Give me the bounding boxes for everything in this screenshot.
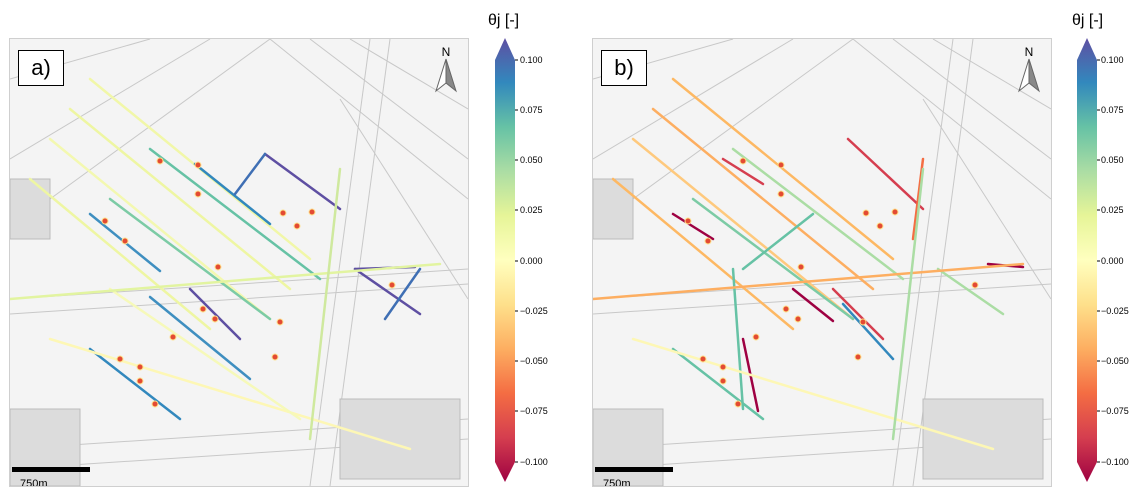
tick-label: −0.025 <box>520 306 548 316</box>
colorbar-gradient-a <box>495 38 518 482</box>
scale-bar-a <box>12 467 90 472</box>
north-arrow-icon <box>435 58 457 93</box>
monitoring-points-b <box>684 157 979 408</box>
panel-label-a: a) <box>18 50 64 86</box>
colorbar-b: θj [-] 0.100 0.075 0.050 0.025 0.000 −0.… <box>1068 0 1132 485</box>
colorbar-gradient-b <box>1077 38 1100 482</box>
panel-label-b: b) <box>601 50 647 86</box>
scale-text-b: 750m <box>603 478 631 487</box>
background-buildings <box>593 178 1044 486</box>
scale-bar-b <box>595 467 673 472</box>
map-drawing-b <box>593 39 1051 486</box>
tick-label: −0.075 <box>1101 406 1129 416</box>
tick-label: 0.075 <box>520 105 543 115</box>
tick-label: 0.000 <box>1101 256 1124 266</box>
tick-label: −0.025 <box>1101 306 1129 316</box>
monitoring-points-a <box>101 157 396 408</box>
tick-label: −0.050 <box>520 356 548 366</box>
north-letter-b: N <box>1024 45 1034 59</box>
tick-label: 0.100 <box>1101 55 1124 65</box>
background-street-grid <box>593 39 1051 486</box>
colorbar-title-b: θj [-] <box>1072 12 1104 29</box>
tick-label: 0.025 <box>1101 205 1124 215</box>
tick-label: −0.100 <box>520 457 548 467</box>
map-panel-a: a) N 750m <box>9 38 469 487</box>
tick-label: 0.075 <box>1101 105 1124 115</box>
tick-label: 0.000 <box>520 256 543 266</box>
scale-text-a: 750m <box>20 478 48 487</box>
tick-label: −0.100 <box>1101 457 1129 467</box>
colorbar-title-a: θj [-] <box>488 12 520 29</box>
tick-label: 0.050 <box>1101 155 1124 165</box>
north-arrow-icon <box>1018 58 1040 93</box>
tick-label: −0.075 <box>520 406 548 416</box>
tick-label: 0.050 <box>520 155 543 165</box>
tick-label: 0.100 <box>520 55 543 65</box>
map-panel-b: b) N 750m <box>592 38 1052 487</box>
colorbar-a: θj [-] 0.100 0.075 0.050 0.025 0.000 −0.… <box>488 0 550 485</box>
background-buildings <box>10 178 461 486</box>
pipe-network-a <box>10 77 442 451</box>
north-arrow-a: N <box>432 45 460 95</box>
tick-label: −0.050 <box>1101 356 1129 366</box>
north-letter-a: N <box>441 45 451 59</box>
tick-label: 0.025 <box>520 205 543 215</box>
pipe-network-b <box>593 77 1025 451</box>
map-drawing-a <box>10 39 468 486</box>
north-arrow-b: N <box>1015 45 1043 95</box>
